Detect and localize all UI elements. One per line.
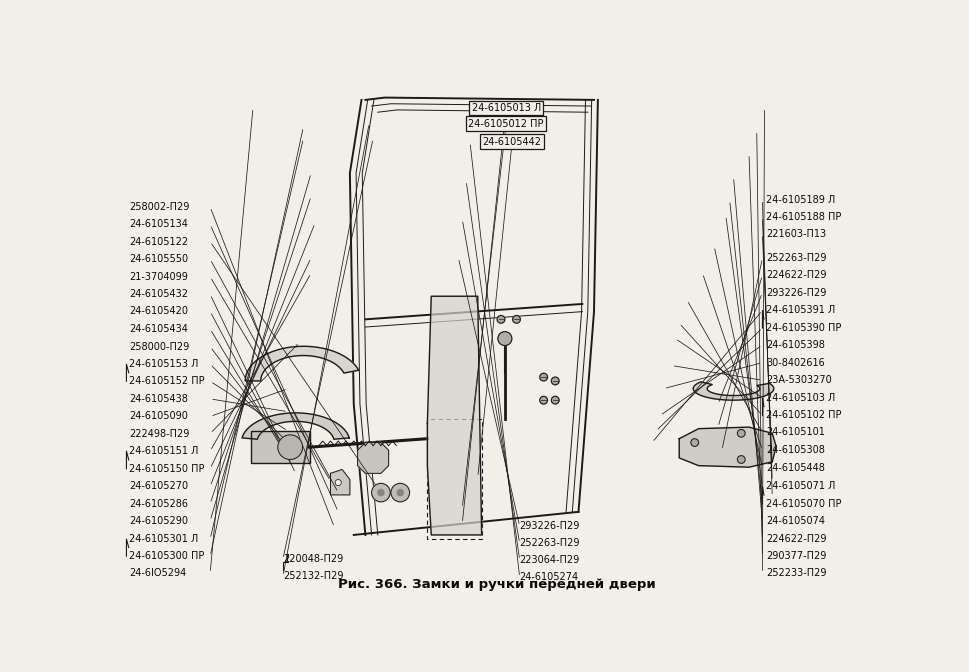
Circle shape [736, 429, 744, 437]
Text: 224622-П29: 224622-П29 [766, 534, 826, 544]
Text: 24-6105398: 24-6105398 [766, 340, 825, 350]
Text: 30-8402616: 30-8402616 [766, 358, 825, 368]
Text: 24-6105300 ПР: 24-6105300 ПР [129, 551, 203, 561]
Text: 24-6105420: 24-6105420 [129, 306, 188, 317]
Circle shape [391, 483, 409, 502]
Text: 222498-П29: 222498-П29 [129, 429, 189, 439]
Circle shape [377, 489, 384, 496]
Text: 252132-П29: 252132-П29 [283, 571, 343, 581]
Polygon shape [693, 382, 773, 401]
Text: 290377-П29: 290377-П29 [766, 551, 826, 561]
Text: 252263-П29: 252263-П29 [519, 538, 579, 548]
Text: 223064-П29: 223064-П29 [519, 555, 579, 565]
Text: 24-6105012 ПР: 24-6105012 ПР [468, 118, 544, 128]
Circle shape [512, 315, 519, 323]
Text: 224622-П29: 224622-П29 [766, 270, 826, 280]
Text: 293226-П29: 293226-П29 [519, 521, 579, 531]
Text: 24-6105134: 24-6105134 [129, 220, 187, 230]
Text: 24-6105308: 24-6105308 [766, 445, 825, 455]
Polygon shape [245, 346, 359, 381]
Text: 24-6ΙΟ5294: 24-6ΙΟ5294 [129, 569, 186, 578]
Text: 24-6105448: 24-6105448 [766, 463, 825, 472]
Text: 258002-П29: 258002-П29 [129, 202, 189, 212]
Text: 252233-П29: 252233-П29 [766, 569, 826, 578]
Text: 24-6105434: 24-6105434 [129, 324, 187, 334]
Polygon shape [277, 435, 302, 460]
Circle shape [550, 377, 558, 385]
Text: 24-6105070 ПР: 24-6105070 ПР [766, 499, 841, 509]
Text: 21-3704099: 21-3704099 [129, 271, 187, 282]
Bar [251, 431, 309, 463]
Text: 24-6105270: 24-6105270 [129, 481, 188, 491]
Polygon shape [358, 443, 389, 473]
Text: 23А-5303270: 23А-5303270 [766, 375, 831, 385]
Text: 221603-П13: 221603-П13 [766, 228, 826, 239]
Text: 24-6105102 ПР: 24-6105102 ПР [766, 411, 841, 421]
Circle shape [539, 373, 547, 381]
Circle shape [497, 332, 512, 345]
Text: 24-6105013 Л: 24-6105013 Л [471, 103, 540, 113]
Circle shape [371, 483, 390, 502]
Text: 24-6105122: 24-6105122 [129, 237, 188, 247]
Text: 24-6105090: 24-6105090 [129, 411, 187, 421]
Text: 24-6105274: 24-6105274 [519, 573, 578, 583]
Text: 293226-П29: 293226-П29 [766, 288, 826, 298]
Text: 24-6105150 ПР: 24-6105150 ПР [129, 464, 204, 474]
Text: 24-6105153 Л: 24-6105153 Л [129, 360, 198, 369]
Circle shape [396, 489, 403, 496]
Circle shape [335, 480, 341, 486]
Text: 24-6105290: 24-6105290 [129, 516, 188, 526]
Circle shape [496, 315, 504, 323]
Text: 24-6105438: 24-6105438 [129, 394, 187, 404]
Text: 252263-П29: 252263-П29 [766, 253, 826, 263]
Circle shape [539, 396, 547, 404]
Circle shape [690, 439, 698, 446]
Polygon shape [242, 413, 349, 439]
Text: 24-6105432: 24-6105432 [129, 290, 188, 299]
Circle shape [550, 396, 558, 404]
Text: 24-6105550: 24-6105550 [129, 254, 188, 264]
Text: 24-6105074: 24-6105074 [766, 516, 825, 526]
Circle shape [736, 456, 744, 463]
Text: 24-6105152 ПР: 24-6105152 ПР [129, 376, 204, 386]
Text: 220048-П29: 220048-П29 [283, 554, 343, 564]
Text: 24-6105301 Л: 24-6105301 Л [129, 534, 198, 544]
Text: 24-6105103 Л: 24-6105103 Л [766, 393, 834, 403]
Text: 24-6105390 ПР: 24-6105390 ПР [766, 323, 841, 333]
Text: 258000-П29: 258000-П29 [129, 341, 189, 351]
Text: 24-6105151 Л: 24-6105151 Л [129, 446, 198, 456]
Text: 24-6105071 Л: 24-6105071 Л [766, 481, 834, 491]
Text: 24-6105188 ПР: 24-6105188 ПР [766, 212, 841, 222]
Polygon shape [330, 470, 350, 495]
Text: 24-6105101: 24-6105101 [766, 427, 825, 437]
Text: Рис. 366. Замки и ручки передней двери: Рис. 366. Замки и ручки передней двери [338, 579, 655, 591]
Text: 24-6105391 Л: 24-6105391 Л [766, 305, 834, 315]
Polygon shape [427, 296, 482, 535]
Polygon shape [678, 427, 775, 467]
Text: 24-6105442: 24-6105442 [483, 136, 541, 146]
Text: 24-6105189 Л: 24-6105189 Л [766, 195, 834, 205]
Text: 24-6105286: 24-6105286 [129, 499, 188, 509]
